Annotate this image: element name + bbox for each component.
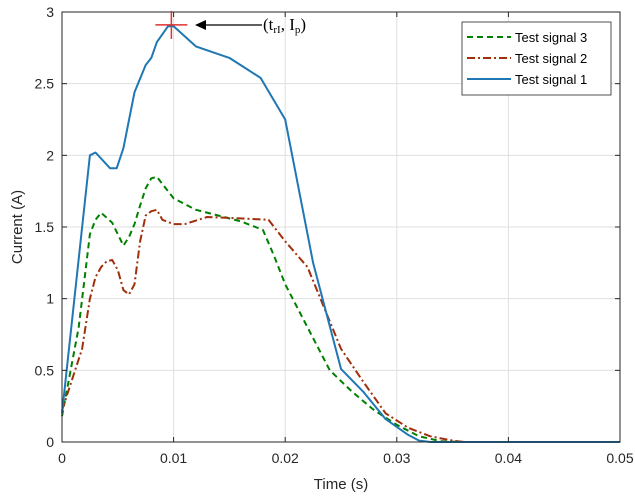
y-tick-label: 2.5 [35, 76, 55, 92]
annotation-text-close: ) [300, 15, 306, 34]
annotation-label: (trI, Ip) [263, 15, 306, 36]
legend-label-test-signal-2: Test signal 2 [515, 51, 587, 66]
x-tick-label: 0.03 [383, 450, 410, 466]
axis-ticks: 0 0.01 0.02 0.03 0.04 0.05 0 0.5 1 1.5 2 2.5 3 [35, 4, 634, 466]
x-tick-label: 0.04 [495, 450, 522, 466]
annotation-subscript-2: p [295, 24, 301, 36]
annotation-text-mid: , I [281, 15, 296, 34]
annotation-subscript-1: rI [273, 24, 281, 36]
legend-label-test-signal-1: Test signal 1 [515, 72, 587, 87]
series-line-test-signal-2 [61, 208, 620, 443]
series-lines [61, 25, 620, 443]
y-tick-label: 2 [46, 147, 54, 163]
x-axis-label: Time (s) [314, 476, 368, 493]
series-line-test-signal-3 [61, 175, 620, 443]
peak-marker [155, 10, 188, 39]
y-tick-label: 1.5 [35, 219, 55, 235]
x-tick-label: 0 [58, 450, 66, 466]
x-tick-label: 0.05 [606, 450, 633, 466]
y-tick-label: 3 [46, 4, 54, 20]
x-tick-label: 0.01 [160, 450, 187, 466]
y-tick-label: 0.5 [35, 362, 55, 378]
y-tick-label: 1 [46, 291, 54, 307]
peak-annotation: (trI, Ip) [195, 15, 306, 36]
x-tick-label: 0.02 [272, 450, 299, 466]
annotation-arrowhead [195, 20, 206, 30]
annotation-text-open: (t [263, 15, 274, 34]
legend: Test signal 3 Test signal 2 Test signal … [461, 21, 612, 96]
series-line-test-signal-1 [61, 25, 620, 443]
y-tick-label: 0 [46, 434, 54, 450]
legend-label-test-signal-3: Test signal 3 [515, 30, 587, 45]
y-axis-label: Current (A) [9, 190, 26, 264]
